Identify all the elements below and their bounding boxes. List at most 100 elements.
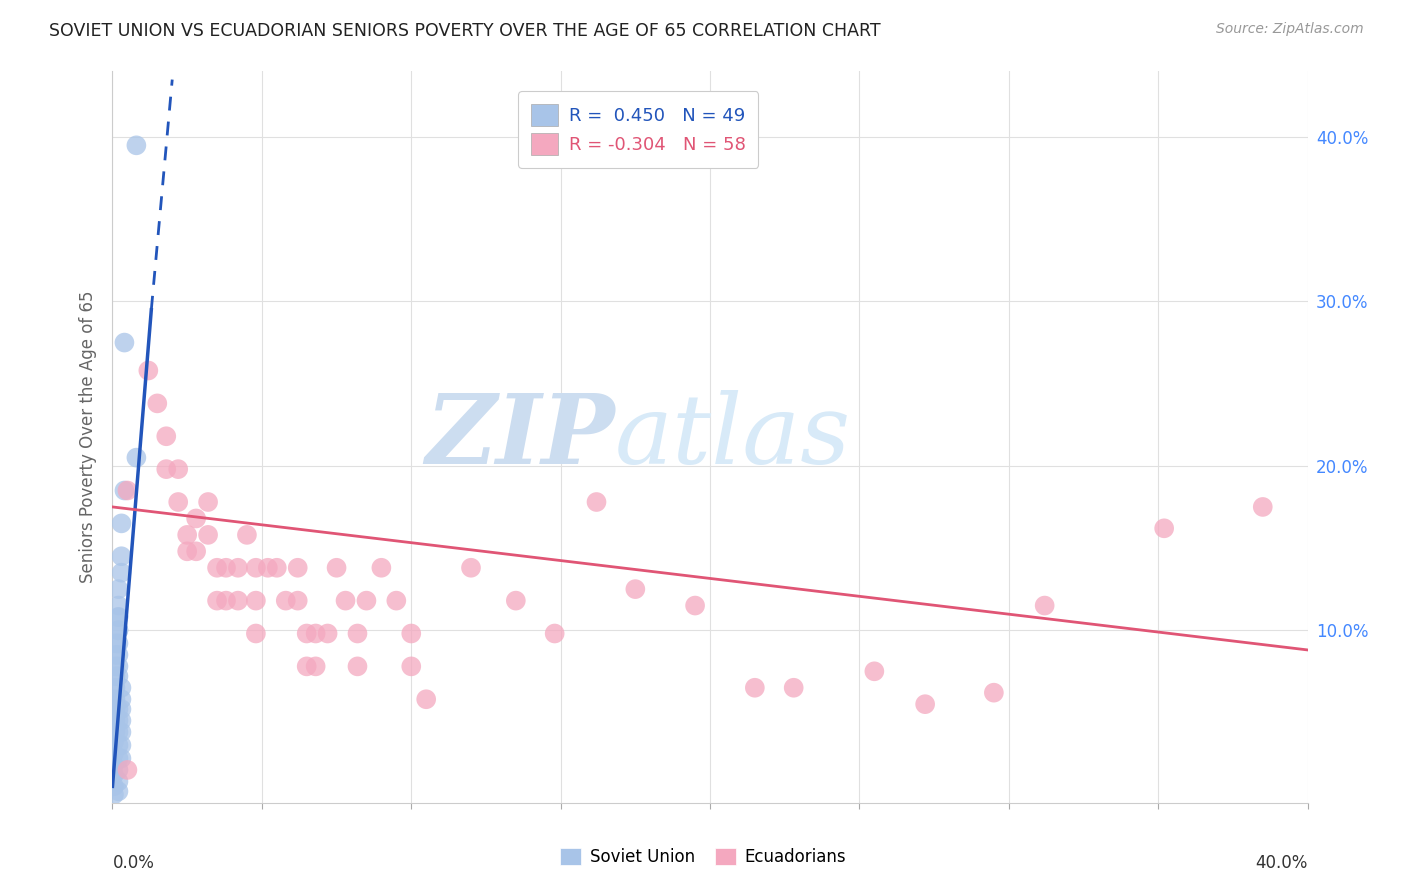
Point — [983, 686, 1005, 700]
Point — [624, 582, 647, 596]
Point — [245, 560, 267, 574]
Text: SOVIET UNION VS ECUADORIAN SENIORS POVERTY OVER THE AGE OF 65 CORRELATION CHART: SOVIET UNION VS ECUADORIAN SENIORS POVER… — [49, 22, 880, 40]
Point — [295, 659, 318, 673]
Point — [274, 593, 297, 607]
Point — [107, 582, 129, 596]
Point — [1153, 521, 1175, 535]
Point — [104, 714, 127, 728]
Point — [683, 599, 706, 613]
Point — [155, 429, 177, 443]
Point — [103, 768, 125, 782]
Point — [1033, 599, 1056, 613]
Point — [104, 681, 127, 695]
Point — [167, 495, 190, 509]
Point — [103, 788, 125, 802]
Point — [305, 659, 328, 673]
Point — [1251, 500, 1274, 514]
Point — [110, 516, 132, 531]
Point — [107, 702, 129, 716]
Point — [783, 681, 806, 695]
Point — [146, 396, 169, 410]
Point — [110, 566, 132, 580]
Point — [863, 665, 886, 679]
Point — [110, 751, 132, 765]
Point — [107, 763, 129, 777]
Point — [370, 560, 392, 574]
Point — [107, 751, 129, 765]
Point — [104, 669, 127, 683]
Point — [104, 648, 127, 662]
Point — [110, 725, 132, 739]
Point — [107, 599, 129, 613]
Legend: R =  0.450   N = 49, R = -0.304   N = 58: R = 0.450 N = 49, R = -0.304 N = 58 — [519, 91, 758, 168]
Point — [103, 758, 125, 772]
Point — [236, 528, 259, 542]
Point — [114, 335, 135, 350]
Point — [107, 636, 129, 650]
Text: atlas: atlas — [614, 390, 851, 484]
Point — [401, 626, 423, 640]
Point — [104, 636, 127, 650]
Point — [305, 626, 328, 640]
Point — [744, 681, 766, 695]
Point — [186, 544, 208, 558]
Point — [103, 735, 125, 749]
Point — [107, 725, 129, 739]
Point — [295, 626, 318, 640]
Point — [914, 697, 936, 711]
Point — [167, 462, 190, 476]
Text: 40.0%: 40.0% — [1256, 854, 1308, 872]
Y-axis label: Seniors Poverty Over the Age of 65: Seniors Poverty Over the Age of 65 — [79, 291, 97, 583]
Point — [460, 560, 482, 574]
Point — [215, 560, 238, 574]
Text: Source: ZipAtlas.com: Source: ZipAtlas.com — [1216, 22, 1364, 37]
Point — [155, 462, 177, 476]
Point — [401, 659, 423, 673]
Point — [107, 624, 129, 638]
Point — [215, 593, 238, 607]
Point — [107, 739, 129, 753]
Point — [125, 450, 148, 465]
Point — [107, 784, 129, 798]
Point — [346, 626, 368, 640]
Point — [107, 669, 129, 683]
Point — [197, 495, 219, 509]
Point — [107, 774, 129, 789]
Text: ZIP: ZIP — [425, 390, 614, 484]
Point — [125, 138, 148, 153]
Point — [104, 692, 127, 706]
Point — [103, 780, 125, 794]
Point — [226, 560, 249, 574]
Point — [257, 560, 280, 574]
Point — [103, 697, 125, 711]
Point — [110, 739, 132, 753]
Point — [107, 659, 129, 673]
Point — [335, 593, 357, 607]
Point — [107, 624, 129, 638]
Point — [415, 692, 437, 706]
Point — [104, 702, 127, 716]
Point — [176, 528, 198, 542]
Point — [107, 610, 129, 624]
Point — [197, 528, 219, 542]
Point — [266, 560, 288, 574]
Point — [104, 725, 127, 739]
Point — [107, 648, 129, 662]
Point — [226, 593, 249, 607]
Point — [287, 560, 309, 574]
Point — [110, 714, 132, 728]
Point — [103, 747, 125, 761]
Point — [114, 483, 135, 498]
Point — [138, 363, 160, 377]
Point — [104, 659, 127, 673]
Point — [110, 549, 132, 564]
Point — [325, 560, 347, 574]
Point — [107, 714, 129, 728]
Point — [543, 626, 565, 640]
Point — [356, 593, 378, 607]
Point — [107, 610, 129, 624]
Point — [205, 593, 228, 607]
Point — [176, 544, 198, 558]
Point — [346, 659, 368, 673]
Legend: Soviet Union, Ecuadorians: Soviet Union, Ecuadorians — [553, 841, 853, 873]
